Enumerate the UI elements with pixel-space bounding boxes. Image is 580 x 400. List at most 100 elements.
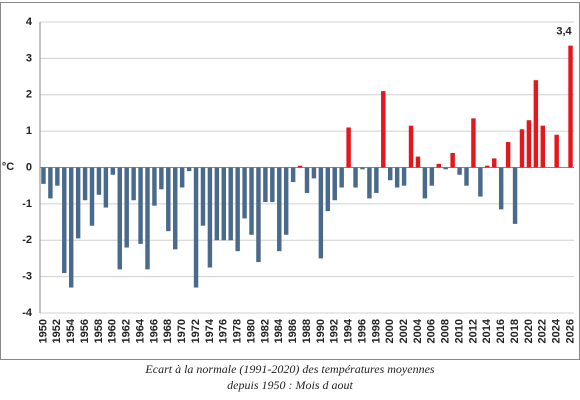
x-tick-label: 2026 xyxy=(564,319,576,343)
x-tick-label: 1994 xyxy=(343,318,355,343)
bar xyxy=(214,167,220,241)
x-tick-label: 1984 xyxy=(273,318,285,343)
y-tick-label: 4 xyxy=(26,16,33,28)
bar xyxy=(41,167,46,184)
caption: Ecart à la normale (1991-2020) des tempé… xyxy=(144,362,434,376)
x-tick-label: 2020 xyxy=(523,319,535,343)
bar xyxy=(304,167,310,193)
bar xyxy=(568,45,573,168)
x-tick-label: 1966 xyxy=(148,319,160,343)
x-tick-label: 1998 xyxy=(370,319,382,343)
x-tick-label: 1992 xyxy=(329,319,341,343)
bar xyxy=(526,120,532,168)
bar xyxy=(138,167,143,244)
x-tick-label: 1996 xyxy=(356,319,368,343)
bar xyxy=(242,167,247,219)
bar xyxy=(68,167,74,288)
bar xyxy=(332,167,337,201)
bar xyxy=(457,167,462,175)
y-axis-label: °C xyxy=(2,161,14,173)
bar xyxy=(450,152,455,168)
x-tick-label: 2002 xyxy=(398,319,410,343)
x-tick-label: 2006 xyxy=(426,319,438,343)
bar xyxy=(401,167,407,186)
x-tick-label: 1988 xyxy=(301,319,313,343)
bar xyxy=(353,167,358,188)
bar xyxy=(200,167,206,226)
bar xyxy=(179,167,185,188)
y-tick-label: -2 xyxy=(22,234,32,246)
bar xyxy=(256,167,261,263)
x-tick-label: 2012 xyxy=(467,319,479,343)
bar xyxy=(48,167,53,199)
x-tick-label: 1964 xyxy=(134,318,146,343)
bar xyxy=(277,167,282,252)
bar xyxy=(471,118,476,168)
bar xyxy=(110,167,116,175)
y-tick-label: 3 xyxy=(26,52,32,64)
x-tick-label: 2024 xyxy=(551,318,563,343)
x-tick-label: 1974 xyxy=(204,318,216,343)
bar xyxy=(512,167,518,224)
x-tick-label: 2010 xyxy=(453,319,465,343)
x-tick-label: 2000 xyxy=(384,319,396,343)
bar xyxy=(422,167,428,199)
bar xyxy=(145,167,150,270)
x-tick-label: 1982 xyxy=(259,319,271,343)
x-tick-label: 1970 xyxy=(176,319,188,343)
bar xyxy=(55,167,60,186)
caption: depuis 1950 : Mois d aout xyxy=(227,378,353,392)
x-tick-label: 1950 xyxy=(37,319,49,343)
bar xyxy=(381,91,386,168)
x-tick-label: 1976 xyxy=(218,319,230,343)
x-tick-label: 1952 xyxy=(51,319,63,343)
bar xyxy=(290,167,296,183)
bar xyxy=(117,167,122,270)
bar xyxy=(263,167,268,203)
bar xyxy=(270,167,275,203)
bar xyxy=(554,134,559,168)
y-tick-label: -4 xyxy=(22,307,33,319)
bar xyxy=(124,167,129,248)
y-tick-label: 2 xyxy=(26,89,32,101)
bar xyxy=(498,167,504,210)
bar xyxy=(193,167,199,288)
bar xyxy=(173,167,178,250)
x-tick-label: 1958 xyxy=(93,319,105,343)
x-tick-label: 1960 xyxy=(107,319,119,343)
bar xyxy=(540,125,546,168)
bar xyxy=(415,156,421,168)
bar xyxy=(443,167,448,170)
bar xyxy=(159,167,164,190)
x-tick-label: 2014 xyxy=(481,318,493,343)
bar xyxy=(103,167,109,208)
bar xyxy=(186,167,192,172)
bar xyxy=(464,167,469,186)
bar xyxy=(131,167,136,201)
bar xyxy=(311,167,317,179)
y-tick-label: -3 xyxy=(22,271,32,283)
bar xyxy=(519,129,525,168)
bar xyxy=(249,167,254,235)
bar xyxy=(325,167,331,212)
x-tick-label: 1956 xyxy=(79,319,91,343)
x-tick-label: 2018 xyxy=(509,319,521,343)
bar xyxy=(75,167,81,239)
x-tick-label: 1986 xyxy=(287,319,299,343)
bar xyxy=(388,167,393,181)
y-tick-label: -1 xyxy=(22,198,32,210)
bar xyxy=(436,163,441,168)
bar xyxy=(228,167,233,241)
bar xyxy=(82,167,88,201)
bar xyxy=(166,167,171,232)
x-tick-label: 1968 xyxy=(162,319,174,343)
x-tick-label: 1962 xyxy=(121,319,133,343)
bar xyxy=(374,167,379,193)
bar xyxy=(221,167,226,241)
bar xyxy=(207,167,213,268)
bar xyxy=(485,165,490,168)
x-tick-label: 1954 xyxy=(65,318,77,343)
bar xyxy=(360,167,365,170)
frame xyxy=(0,2,580,360)
